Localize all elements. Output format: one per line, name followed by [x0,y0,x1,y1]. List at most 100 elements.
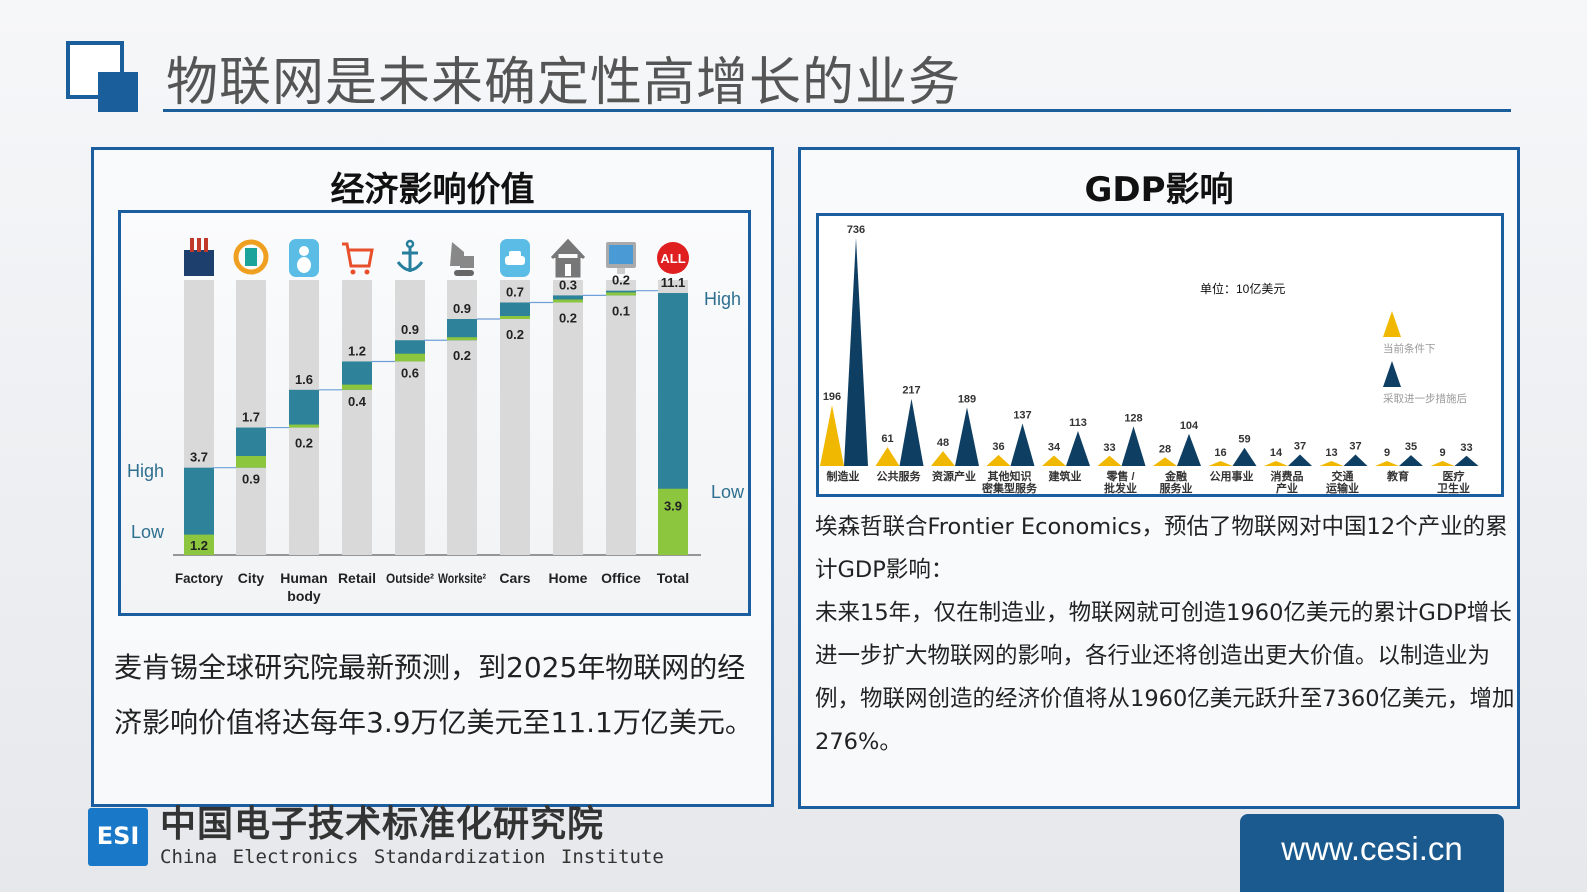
triangle-mark [1208,461,1233,466]
triangle-mark [1153,457,1177,466]
panel-description: 埃森哲联合Frontier Economics，预估了物联网对中国12个产业的累… [815,506,1515,764]
monitor-icon [606,242,636,274]
category-label: 运输业 [1326,481,1359,494]
title-underline [163,109,1511,112]
legend-high-left: High [127,461,164,481]
triangle-mark [955,407,979,466]
triangle-mark [1399,455,1423,466]
legend-marker-further [1383,361,1401,387]
triangle-mark [844,237,868,466]
human-body-icon [289,239,319,277]
category-label: 卫生业 [1437,481,1470,494]
legend-low-right: Low [711,482,745,502]
low-value-label: 0.2 [453,348,471,363]
category-label: 产业 [1276,481,1298,494]
bar-track [395,280,425,555]
category-label: 交通 [1332,469,1354,483]
triangle-mark [1430,461,1455,466]
triangle-mark [1121,426,1146,466]
high-value-label: 0.2 [612,273,630,288]
high-value-label: 0.9 [453,301,471,316]
category-label: 教育 [1386,469,1409,483]
triangle-mark [1264,461,1288,466]
category-label: 资源产业 [932,469,976,483]
all-icon: ALL [657,242,689,274]
value-label: 189 [958,393,976,405]
category-label: 建筑业 [1049,469,1082,483]
bar-low-segment [658,488,688,555]
category-label: Worksite² [438,570,486,586]
value-label: 16 [1214,447,1226,459]
organization-name-cn: 中国电子技术标准化研究院 [160,804,605,845]
logo-text: ESI [96,822,140,850]
category-label: Office [601,570,641,586]
bar-low-segment [447,337,477,341]
triangle-mark [875,447,900,466]
website-link[interactable]: www.cesi.cn [1240,814,1504,892]
shopping-cart-icon [342,242,374,275]
panel-description: 麦肯锡全球研究院最新预测，到2025年物联网的经济影响价值将达每年3.9万亿美元… [114,651,753,739]
bar-low-segment [289,424,319,428]
legend-label-current: 当前条件下 [1383,342,1436,355]
category-label: body [287,588,321,604]
bar-high-segment [447,319,477,341]
category-label: Factory [175,570,223,586]
triangle-mark [1343,454,1368,466]
bar-high-segment [289,389,319,428]
low-value-label: 0.6 [401,365,419,380]
category-label: 公共服务 [877,469,922,483]
bar-low-segment [606,292,636,296]
value-label: 33 [1460,442,1472,454]
triangle-mark [1375,461,1399,466]
low-value-label: 0.4 [348,394,367,409]
value-label: 196 [823,391,841,403]
high-value-label: 0.7 [506,284,524,299]
value-label: 37 [1294,441,1306,453]
gdp-chart-box: 196 736 制造业 61 217 公共服务 48 189 资源产业 36 137 其他知识 密集型服… [816,213,1504,497]
value-label: 14 [1270,447,1283,459]
bar-low-segment [500,316,530,319]
category-label: Retail [338,570,376,586]
title-decoration-square [66,41,124,99]
low-value-label: 0.2 [295,436,313,451]
high-value-label: 1.7 [242,410,260,425]
page-title: 物联网是未来确定性高增长的业务 [166,53,962,113]
triangle-mark [931,451,955,466]
value-label: 28 [1159,443,1171,455]
value-label: 48 [937,437,949,449]
triangle-mark [1319,461,1344,466]
triangle-mark [899,398,924,466]
excavator-icon [450,242,474,276]
value-label: 61 [881,433,893,445]
low-value-label: 0.2 [559,310,577,325]
panel-title: 经济影响价值 [330,170,535,210]
house-icon [550,238,586,278]
value-label: 128 [1124,412,1142,424]
value-label: 33 [1103,442,1115,454]
value-label: 113 [1069,417,1087,429]
triangle-mark [1454,455,1479,466]
category-label: City [238,570,265,586]
category-label: Cars [499,570,530,586]
panel-title: GDP影响 [1084,170,1234,210]
bar-track [342,280,372,555]
high-value-label: 0.9 [401,322,419,337]
value-label: 34 [1048,441,1061,453]
low-value-label: 1.2 [190,538,208,553]
organization-name-en: China Electronics Standardization Instit… [160,846,664,868]
low-value-label: 0.9 [242,472,260,487]
bar-track [500,280,530,555]
bar-low-segment [184,534,214,555]
legend-label-further: 采取进一步措施后 [1383,392,1467,405]
legend-marker-current [1383,311,1401,337]
bar-low-segment [342,384,372,390]
category-label: Human [280,570,327,586]
gdp-impact-panel: GDP影响 196 736 制造业 61 217 公共服务 48 189 资源产业 36 137 其他… [798,147,1520,809]
value-label: 736 [847,224,865,236]
category-label: 其他知识 [988,469,1032,483]
city-icon [233,239,269,275]
paragraph: 埃森哲联合Frontier Economics，预估了物联网对中国12个产业的累… [815,514,1508,583]
bar-low-segment [395,353,425,362]
high-value-label: 11.1 [661,275,686,290]
triangle-mark [1232,447,1257,466]
